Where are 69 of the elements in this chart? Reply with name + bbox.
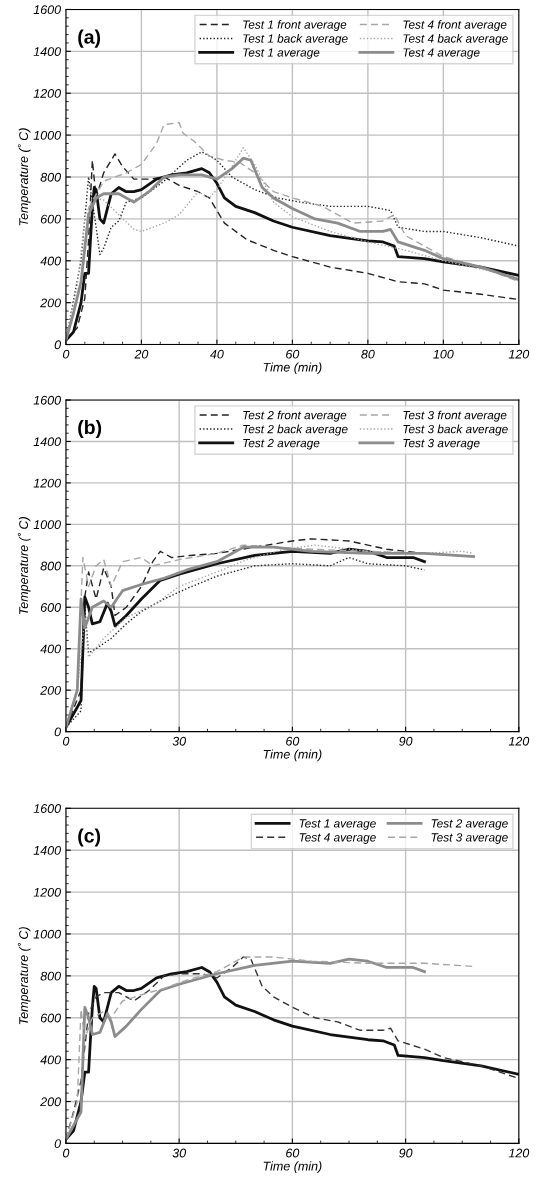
x-tick-label: 60 xyxy=(286,349,300,359)
y-axis-title: Temperature (˚ C) xyxy=(17,517,31,615)
legend-label: Test 3 average xyxy=(403,438,480,450)
y-tick-label: 1400 xyxy=(33,437,61,447)
x-tick-label: 0 xyxy=(63,1148,70,1158)
y-tick-label: 1200 xyxy=(33,89,61,98)
x-tick-label: 30 xyxy=(172,736,187,746)
x-tick-label: 0 xyxy=(63,349,70,359)
x-tick-label: 120 xyxy=(508,349,530,359)
y-tick-label: 1000 xyxy=(33,130,61,140)
y-tick-label: 1600 xyxy=(33,804,61,813)
y-tick-label: 600 xyxy=(40,214,61,224)
y-tick-label: 400 xyxy=(40,256,61,266)
y-tick-label: 1200 xyxy=(33,478,61,488)
annotation: (b) xyxy=(78,419,102,439)
y-tick-label: 800 xyxy=(40,971,61,981)
legend-label: Test 2 average xyxy=(431,819,508,830)
x-axis-title: Time (min) xyxy=(263,749,322,762)
y-tick-label: 1400 xyxy=(33,47,61,56)
legend-label: Test 2 front average xyxy=(243,410,347,422)
x-tick-label: 90 xyxy=(399,736,413,746)
y-tick-label: 0 xyxy=(54,340,61,350)
x-tick-label: 120 xyxy=(508,1148,530,1158)
y-tick-label: 1600 xyxy=(33,5,61,15)
legend-label: Test 4 front average xyxy=(403,20,507,32)
y-tick-label: 200 xyxy=(40,685,61,695)
x-tick-label: 40 xyxy=(210,349,224,359)
y-tick-label: 200 xyxy=(40,298,61,308)
legend-label: Test 3 average xyxy=(431,833,508,844)
annotation: (a) xyxy=(78,29,101,48)
x-axis-title: Time (min) xyxy=(263,362,322,375)
legend-label: Test 2 average xyxy=(243,438,320,450)
y-tick-label: 200 xyxy=(40,1097,61,1107)
y-tick-label: 800 xyxy=(40,561,61,571)
legend-label: Test 4 average xyxy=(403,48,480,59)
y-tick-label: 400 xyxy=(40,644,61,654)
y-tick-label: 0 xyxy=(54,727,61,737)
y-axis-title: Temperature (˚ C) xyxy=(17,927,31,1025)
legend-label: Test 2 back average xyxy=(243,424,348,436)
y-tick-label: 1600 xyxy=(33,395,61,405)
x-tick-label: 30 xyxy=(172,1148,187,1158)
x-tick-label: 60 xyxy=(286,1148,300,1158)
y-tick-label: 400 xyxy=(40,1055,61,1065)
legend-label: Test 4 back average xyxy=(403,34,508,46)
legend-label: Test 1 average xyxy=(243,48,320,59)
y-axis-title: Temperature (˚ C) xyxy=(17,128,31,226)
x-axis-title: Time (min) xyxy=(263,1161,322,1173)
x-tick-label: 120 xyxy=(508,736,530,746)
x-tick-label: 60 xyxy=(286,736,300,746)
legend-label: Test 1 average xyxy=(299,819,376,830)
y-tick-label: 1200 xyxy=(33,887,61,897)
legend-label: Test 3 back average xyxy=(403,424,508,436)
y-tick-label: 0 xyxy=(54,1139,61,1149)
legend-label: Test 1 back average xyxy=(243,34,348,46)
legend-label: Test 4 average xyxy=(299,833,376,844)
x-tick-label: 100 xyxy=(433,349,454,359)
legend-label: Test 1 front average xyxy=(243,20,347,32)
x-tick-label: 80 xyxy=(361,349,375,359)
x-tick-label: 0 xyxy=(63,736,70,746)
y-tick-label: 600 xyxy=(40,603,61,612)
y-tick-label: 800 xyxy=(40,172,61,182)
legend-label: Test 3 front average xyxy=(403,410,507,422)
y-tick-label: 1400 xyxy=(33,845,61,855)
x-tick-label: 20 xyxy=(134,349,149,359)
annotation: (c) xyxy=(78,828,101,847)
x-tick-label: 90 xyxy=(399,1148,413,1158)
y-tick-label: 600 xyxy=(40,1013,61,1023)
y-tick-label: 1000 xyxy=(33,520,61,530)
y-tick-label: 1000 xyxy=(33,929,61,939)
